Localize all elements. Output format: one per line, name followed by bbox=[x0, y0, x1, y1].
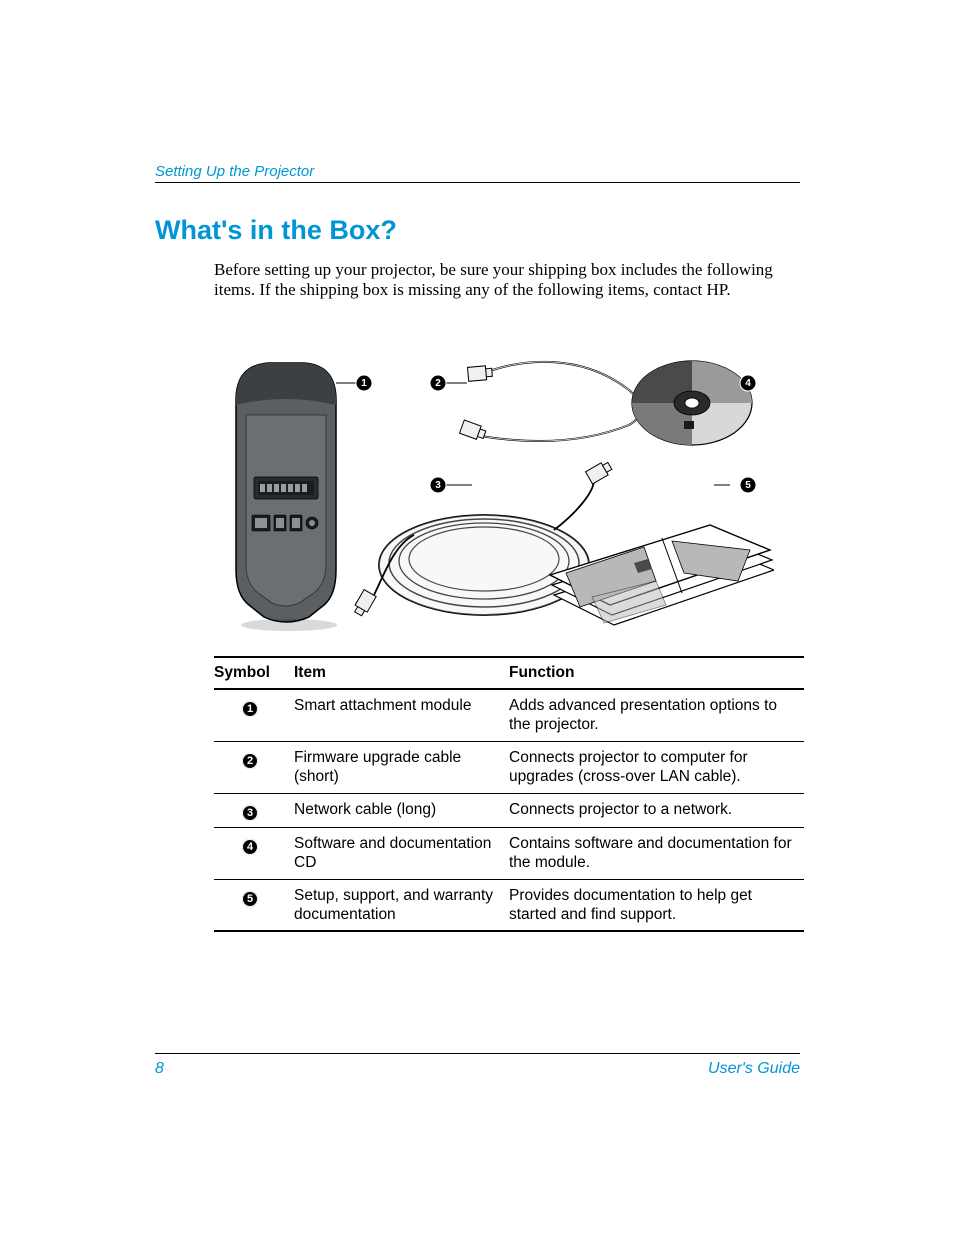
documentation-illustration bbox=[550, 525, 774, 625]
symbol-2-icon: 2 bbox=[242, 753, 258, 769]
item-cell: Setup, support, and warranty documentati… bbox=[294, 879, 509, 931]
box-contents-figure: 1 2 3 4 5 bbox=[214, 345, 774, 640]
col-header-function: Function bbox=[509, 657, 804, 689]
callout-3-icon: 3 bbox=[429, 476, 447, 494]
intro-paragraph: Before setting up your projector, be sur… bbox=[214, 260, 794, 301]
item-cell: Software and documentation CD bbox=[294, 827, 509, 879]
svg-text:3: 3 bbox=[435, 480, 441, 491]
function-cell: Connects projector to computer for upgra… bbox=[509, 741, 804, 793]
symbol-5-icon: 5 bbox=[242, 891, 258, 907]
callout-2-icon: 2 bbox=[429, 374, 447, 392]
footer-rule bbox=[155, 1053, 800, 1054]
table-row: 3 Network cable (long) Connects projecto… bbox=[214, 793, 804, 827]
item-cell: Firmware upgrade cable (short) bbox=[294, 741, 509, 793]
col-header-item: Item bbox=[294, 657, 509, 689]
function-cell: Connects projector to a network. bbox=[509, 793, 804, 827]
table-row: 1 Smart attachment module Adds advanced … bbox=[214, 689, 804, 741]
svg-text:4: 4 bbox=[745, 378, 751, 389]
table-row: 2 Firmware upgrade cable (short) Connect… bbox=[214, 741, 804, 793]
footer-page-number: 8 bbox=[155, 1060, 164, 1078]
col-header-symbol: Symbol bbox=[214, 657, 294, 689]
table-row: 4 Software and documentation CD Contains… bbox=[214, 827, 804, 879]
callout-1-icon: 1 bbox=[355, 374, 373, 392]
item-cell: Smart attachment module bbox=[294, 689, 509, 741]
callout-5-icon: 5 bbox=[739, 476, 757, 494]
function-cell: Provides documentation to help get start… bbox=[509, 879, 804, 931]
box-contents-svg bbox=[214, 345, 774, 640]
page-title: What's in the Box? bbox=[155, 215, 397, 246]
module-illustration bbox=[236, 363, 337, 631]
header-rule bbox=[155, 182, 800, 183]
symbol-4-icon: 4 bbox=[242, 839, 258, 855]
function-cell: Contains software and documentation for … bbox=[509, 827, 804, 879]
running-header: Setting Up the Projector bbox=[155, 163, 314, 180]
cd-illustration bbox=[632, 361, 752, 445]
table-header-row: Symbol Item Function bbox=[214, 657, 804, 689]
function-cell: Adds advanced presentation options to th… bbox=[509, 689, 804, 741]
svg-text:1: 1 bbox=[361, 378, 367, 389]
symbol-3-icon: 3 bbox=[242, 805, 258, 821]
callout-4-icon: 4 bbox=[739, 374, 757, 392]
short-cable-illustration bbox=[460, 362, 641, 442]
contents-table: Symbol Item Function 1 Smart attachment … bbox=[214, 656, 804, 932]
svg-text:5: 5 bbox=[745, 480, 751, 491]
footer-title: User's Guide bbox=[708, 1060, 800, 1078]
svg-text:2: 2 bbox=[435, 378, 441, 389]
item-cell: Network cable (long) bbox=[294, 793, 509, 827]
table-row: 5 Setup, support, and warranty documenta… bbox=[214, 879, 804, 931]
symbol-1-icon: 1 bbox=[242, 701, 258, 717]
